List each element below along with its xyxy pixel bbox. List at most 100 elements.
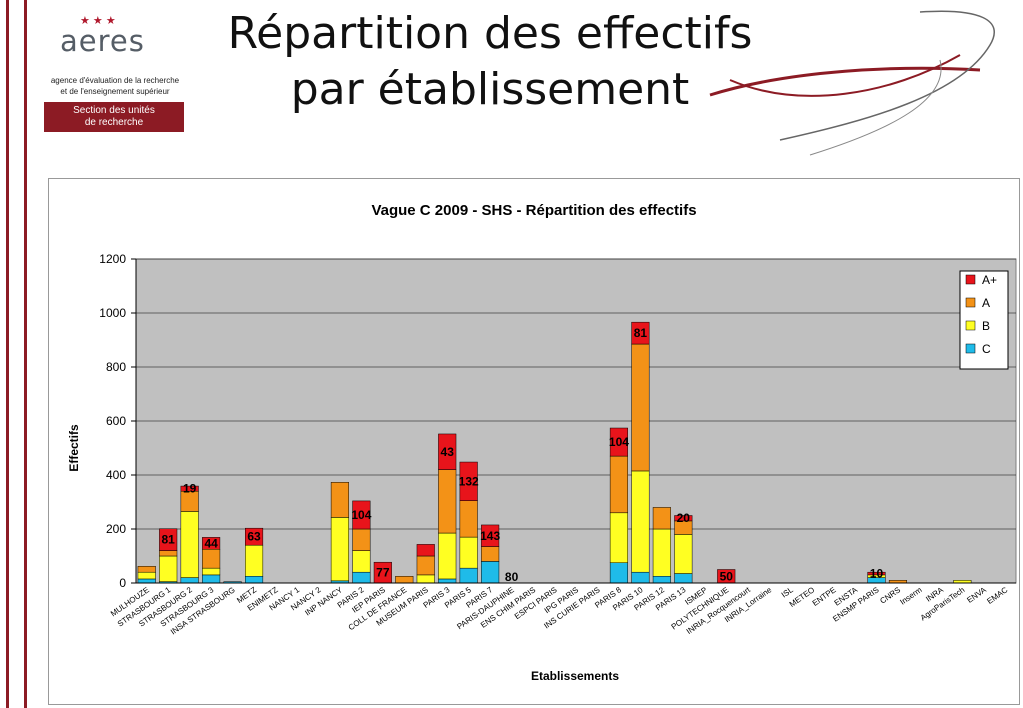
y-tick-label: 800 xyxy=(106,360,126,374)
data-label: 81 xyxy=(162,533,176,547)
left-border-line-2 xyxy=(24,0,27,708)
data-label: 81 xyxy=(634,326,648,340)
bar-segment xyxy=(481,546,500,562)
left-border-line-1 xyxy=(6,0,9,708)
slide-title-line1: Répartition des effectifs xyxy=(227,8,753,59)
bar-segment xyxy=(631,321,650,345)
y-tick-label: 1000 xyxy=(99,306,126,320)
bar-segment xyxy=(481,524,500,547)
y-tick-label: 1200 xyxy=(99,252,126,266)
bar-segment xyxy=(631,571,650,584)
bar-segment xyxy=(395,576,414,584)
legend-swatch xyxy=(965,320,976,331)
data-label: 43 xyxy=(441,445,455,459)
decorative-swoosh xyxy=(709,10,995,156)
bar-segment xyxy=(352,571,371,584)
logo-section-line1: Section des unités xyxy=(73,105,155,116)
bar-segment xyxy=(137,578,156,584)
bar-segment xyxy=(459,567,478,584)
bar-segment xyxy=(652,576,671,584)
bar-segment xyxy=(674,515,693,522)
bar-segment xyxy=(438,469,457,534)
bar-segment xyxy=(352,550,371,573)
logo-stars-icon: ★ ★ ★ xyxy=(80,15,116,27)
data-label: 19 xyxy=(183,482,197,496)
legend-swatch xyxy=(965,343,976,354)
logo-line2: et de l'enseignement supérieur xyxy=(60,87,170,96)
y-tick-label: 400 xyxy=(106,468,126,482)
bar-segment xyxy=(609,455,628,514)
bar-segment xyxy=(481,561,500,584)
bar-segment xyxy=(609,427,628,457)
data-label: 143 xyxy=(480,529,500,543)
bar-segment xyxy=(631,470,650,573)
data-label: 132 xyxy=(459,474,479,488)
data-label: 63 xyxy=(247,530,261,544)
bar-segment xyxy=(244,576,264,584)
chart-title: Vague C 2009 - SHS - Répartition des eff… xyxy=(371,202,696,219)
aeres-logo: ★ ★ ★ aeres agence d'évaluation de la re… xyxy=(40,10,190,135)
bar-segment xyxy=(438,433,457,470)
bar-segment xyxy=(180,577,199,584)
bar-segment xyxy=(416,555,435,576)
bar-segment xyxy=(416,574,435,584)
bar-segment xyxy=(244,527,264,546)
bar-segment xyxy=(652,507,671,530)
y-tick-label: 0 xyxy=(119,576,126,590)
data-label: 104 xyxy=(609,435,629,449)
bar-segment xyxy=(352,528,371,551)
bar-segment xyxy=(609,562,628,584)
legend-swatch xyxy=(965,274,976,285)
bar-segment xyxy=(137,566,156,573)
bar-segment xyxy=(674,573,693,584)
bar-segment xyxy=(652,528,671,577)
data-label: 50 xyxy=(720,569,734,583)
bar-segment xyxy=(867,571,886,576)
logo-section-line2: de recherche xyxy=(84,117,144,128)
bar-segment xyxy=(416,544,435,557)
bar-segment xyxy=(202,549,221,569)
bar-segment xyxy=(674,534,693,574)
bar-segment xyxy=(202,574,221,584)
logo-wordmark: aeres xyxy=(60,24,145,58)
bar-segment xyxy=(459,500,478,538)
bar-segment xyxy=(159,528,178,551)
data-label: 44 xyxy=(204,536,218,550)
bar-segment xyxy=(202,567,221,576)
legend-swatch xyxy=(965,297,976,308)
chart: Vague C 2009 - SHS - Répartition des eff… xyxy=(48,178,1020,705)
bar-segment xyxy=(159,555,178,582)
legend-label: B xyxy=(982,319,990,333)
data-label: 10 xyxy=(870,567,884,581)
bar-segment xyxy=(180,485,199,492)
bar-segment xyxy=(438,532,457,580)
bar-segment xyxy=(609,512,628,563)
slide-title: Répartition des effectifs par établissem… xyxy=(180,6,800,118)
data-label: 77 xyxy=(376,566,390,580)
legend-label: C xyxy=(982,342,991,356)
logo-line1: agence d'évaluation de la recherche xyxy=(50,76,180,85)
slide-title-line2: par établissement xyxy=(290,64,690,115)
bar-segment xyxy=(137,571,156,580)
bar-segment xyxy=(180,511,199,578)
bar-segment xyxy=(631,343,650,472)
bar-segment xyxy=(438,578,457,584)
bar-segment xyxy=(330,517,349,582)
legend-label: A+ xyxy=(982,273,997,287)
y-axis-label: Effectifs xyxy=(67,424,81,472)
bar-segment xyxy=(244,544,264,577)
data-label: 20 xyxy=(677,511,691,525)
bar-segment xyxy=(202,537,221,550)
data-label: 104 xyxy=(351,508,371,522)
data-label: 80 xyxy=(505,570,519,584)
bar-segment xyxy=(459,461,478,501)
y-tick-label: 200 xyxy=(106,522,126,536)
bar-segment xyxy=(330,482,349,518)
logo-section-box: Section des unités de recherche xyxy=(44,102,184,132)
y-tick-label: 600 xyxy=(106,414,126,428)
bar-segment xyxy=(459,536,478,569)
x-axis-label: Etablissements xyxy=(531,669,619,683)
legend-label: A xyxy=(982,296,990,310)
bar-segment xyxy=(352,500,371,530)
bar-segment xyxy=(159,550,178,557)
